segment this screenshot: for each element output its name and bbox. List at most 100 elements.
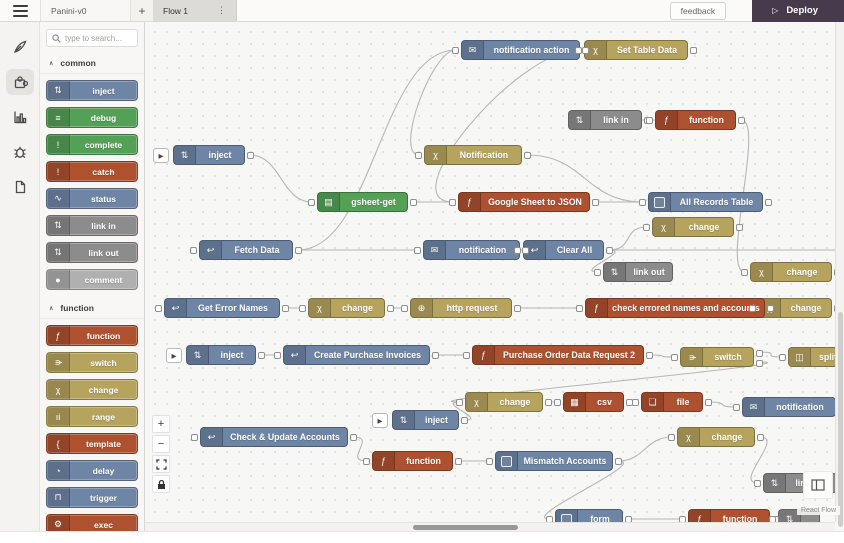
output-port[interactable] xyxy=(765,199,772,206)
input-port[interactable] xyxy=(456,399,463,406)
tab-flow-1[interactable]: Flow 1 ⋮ xyxy=(153,0,237,21)
palette-node-link-in[interactable]: ⇅ link in xyxy=(46,215,138,236)
input-port[interactable] xyxy=(452,47,459,54)
input-port[interactable] xyxy=(594,269,601,276)
flow-node-csv[interactable]: ▦ csv xyxy=(554,392,633,412)
flow-node-switch[interactable]: ⋔ switch xyxy=(671,347,763,367)
input-port[interactable] xyxy=(575,47,582,54)
output-port[interactable] xyxy=(705,399,712,406)
panel-toggle-button[interactable] xyxy=(803,471,833,499)
output-port[interactable] xyxy=(606,247,613,254)
output-port[interactable] xyxy=(247,152,254,159)
output-port[interactable] xyxy=(767,305,774,312)
horizontal-scrollbar[interactable] xyxy=(145,522,835,531)
flow-canvas[interactable]: ✉ notification action χ Set Table Data ⇅ link… xyxy=(145,22,844,531)
fit-view-button[interactable] xyxy=(152,455,170,473)
input-port[interactable] xyxy=(415,152,422,159)
input-port[interactable] xyxy=(299,305,306,312)
output-port[interactable] xyxy=(350,434,357,441)
flow-node-split[interactable]: ◫ split xyxy=(779,347,844,367)
input-port[interactable] xyxy=(414,247,421,254)
output-port[interactable] xyxy=(738,117,745,124)
menu-icon[interactable] xyxy=(0,0,40,21)
tab-app[interactable]: Panini-v0 xyxy=(41,0,131,21)
flow-node-mismatch-accounts[interactable]: Mismatch Accounts xyxy=(486,451,622,471)
palette-node-catch[interactable]: ! catch xyxy=(46,161,138,182)
palette-node-inject[interactable]: ⇅ inject xyxy=(46,80,138,101)
palette-search-input[interactable]: type to search... xyxy=(46,29,138,47)
output-port[interactable] xyxy=(592,199,599,206)
palette-node-switch[interactable]: ⋔ switch xyxy=(46,352,138,373)
flow-node-check-&-update-accounts[interactable]: ↩ Check & Update Accounts xyxy=(191,427,357,447)
input-port[interactable] xyxy=(463,352,470,359)
vertical-scrollbar[interactable] xyxy=(835,22,844,527)
flow-node-gsheet-get[interactable]: ▤ gsheet-get xyxy=(308,192,417,212)
output-port[interactable] xyxy=(690,47,697,54)
flow-node-file[interactable]: ❏ file xyxy=(632,392,712,412)
palette-node-status[interactable]: ∿ status xyxy=(46,188,138,209)
output-port[interactable] xyxy=(455,458,462,465)
add-tab-button[interactable]: + xyxy=(138,3,146,18)
palette-node-range[interactable]: ıi range xyxy=(46,406,138,427)
docs-file-icon[interactable] xyxy=(6,174,34,200)
flow-node-inject[interactable]: ▶ ⇅ inject xyxy=(153,145,254,165)
output-port[interactable] xyxy=(646,352,653,359)
flow-node-notification[interactable]: ✉ notification xyxy=(414,240,529,260)
output-port[interactable] xyxy=(258,352,265,359)
inject-run-button[interactable]: ▶ xyxy=(153,148,169,163)
input-port[interactable] xyxy=(401,305,408,312)
input-port[interactable] xyxy=(754,480,761,487)
input-port[interactable] xyxy=(308,199,315,206)
palette-node-link-out[interactable]: ⇅ link out xyxy=(46,242,138,263)
input-port[interactable] xyxy=(363,458,370,465)
flow-node-function[interactable]: ƒ function xyxy=(646,110,745,130)
inject-run-button[interactable]: ▶ xyxy=(166,348,182,363)
input-port[interactable] xyxy=(274,352,281,359)
input-port[interactable] xyxy=(671,354,678,361)
flow-node-notification[interactable]: ✉ notification xyxy=(733,397,844,417)
react-flow-attribution[interactable]: React Flow xyxy=(796,506,840,515)
palette-node-debug[interactable]: ≡ debug xyxy=(46,107,138,128)
input-port[interactable] xyxy=(749,305,756,312)
zoom-out-button[interactable]: − xyxy=(152,435,170,453)
input-port[interactable] xyxy=(639,199,646,206)
flow-node-inject[interactable]: ▶ ⇅ inject xyxy=(372,410,468,430)
kebab-icon[interactable]: ⋮ xyxy=(217,5,226,15)
output-port[interactable] xyxy=(615,458,622,465)
flow-node-all-records-table[interactable]: All Records Table xyxy=(639,192,772,212)
flow-node-http-request[interactable]: ⊕ http request xyxy=(401,298,521,318)
input-port[interactable] xyxy=(668,434,675,441)
output-port-1[interactable] xyxy=(756,350,763,357)
flow-node-fetch-data[interactable]: ↩ Fetch Data xyxy=(190,240,302,260)
deploy-button[interactable]: ▷ Deploy xyxy=(752,0,844,22)
palette-section-common[interactable]: ∧ common xyxy=(40,51,144,74)
input-port[interactable] xyxy=(155,305,162,312)
output-port[interactable] xyxy=(522,247,529,254)
input-port[interactable] xyxy=(741,269,748,276)
flow-node-notification-action[interactable]: ✉ notification action xyxy=(452,40,589,60)
palette-node-comment[interactable]: ● comment xyxy=(46,269,138,290)
output-port[interactable] xyxy=(410,199,417,206)
palette-node-exec[interactable]: ⚙ exec xyxy=(46,514,138,531)
palette-node-delay[interactable]: ◔ delay xyxy=(46,460,138,481)
flow-node-change[interactable]: χ change xyxy=(741,262,841,282)
input-port[interactable] xyxy=(449,199,456,206)
inject-run-button[interactable]: ▶ xyxy=(372,413,388,428)
output-port[interactable] xyxy=(432,352,439,359)
flow-node-change[interactable]: χ change xyxy=(668,427,764,447)
output-port[interactable] xyxy=(514,305,521,312)
feedback-button[interactable]: feedback xyxy=(669,1,727,20)
flow-node-function[interactable]: ƒ function xyxy=(363,451,462,471)
flow-node-purchase-order-data-request-2[interactable]: ƒ Purchase Order Data Request 2 xyxy=(463,345,653,365)
input-port[interactable] xyxy=(486,458,493,465)
flow-node-google-sheet-to-json[interactable]: ƒ Google Sheet to JSON xyxy=(449,192,599,212)
flow-node-change[interactable]: χ change xyxy=(643,217,743,237)
flow-node-get-error-names[interactable]: ↩ Get Error Names xyxy=(155,298,289,318)
flow-node-link-in[interactable]: ⇅ link in xyxy=(568,110,651,130)
output-port[interactable] xyxy=(736,224,743,231)
input-port[interactable] xyxy=(779,354,786,361)
input-port[interactable] xyxy=(190,247,197,254)
flow-node-clear-all[interactable]: ↩ Clear All xyxy=(514,240,613,260)
input-port[interactable] xyxy=(733,404,740,411)
input-port[interactable] xyxy=(643,224,650,231)
